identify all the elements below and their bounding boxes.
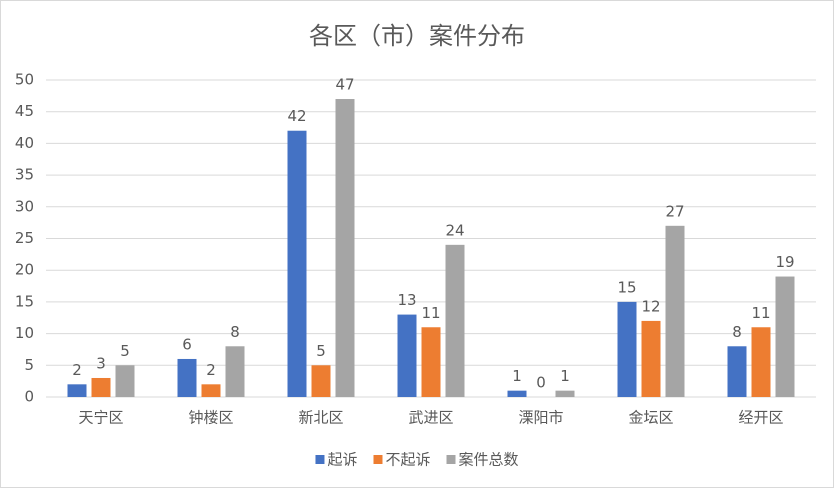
x-tick-label: 溧阳市	[518, 409, 563, 427]
data-label: 42	[287, 107, 306, 125]
data-label: 1	[512, 367, 522, 385]
y-tick-label: 25	[15, 229, 34, 247]
bar	[641, 320, 661, 397]
bar	[201, 384, 221, 397]
data-label: 15	[617, 278, 636, 296]
legend-swatch	[446, 455, 456, 464]
data-label: 0	[536, 374, 546, 392]
legend-swatch	[315, 455, 325, 464]
data-label: 1	[560, 367, 570, 385]
data-label: 2	[72, 361, 82, 379]
y-tick-label: 50	[15, 71, 34, 89]
bar	[397, 314, 417, 397]
x-tick-label: 钟楼区	[188, 409, 233, 427]
data-label: 11	[751, 304, 770, 322]
x-tick-label: 经开区	[738, 409, 783, 427]
bar	[225, 346, 245, 397]
data-label: 47	[335, 76, 354, 94]
data-label: 6	[182, 335, 192, 353]
legend-swatch	[373, 455, 383, 464]
data-label: 12	[641, 297, 660, 315]
data-label: 5	[120, 342, 130, 360]
data-label: 8	[230, 323, 240, 341]
bar	[555, 390, 575, 397]
x-tick-label: 金坛区	[628, 409, 673, 427]
y-tick-label: 20	[15, 261, 34, 279]
legend-label: 不起诉	[385, 451, 430, 469]
legend-label: 起诉	[327, 451, 357, 469]
legend-label: 案件总数	[459, 451, 519, 469]
bar	[287, 130, 307, 397]
bar	[177, 358, 197, 397]
y-tick-label: 15	[15, 292, 34, 310]
y-tick-label: 0	[24, 388, 34, 406]
bar	[665, 225, 685, 397]
data-label: 8	[732, 323, 742, 341]
bar	[91, 377, 111, 397]
x-tick-label: 武进区	[408, 409, 453, 427]
data-label: 2	[206, 361, 216, 379]
bar	[445, 244, 465, 397]
data-label: 19	[775, 253, 794, 271]
y-tick-label: 40	[15, 134, 34, 152]
bar	[727, 346, 747, 397]
y-tick-label: 45	[15, 102, 34, 120]
bar	[421, 327, 441, 397]
data-label: 5	[316, 342, 326, 360]
data-label: 3	[96, 354, 106, 372]
data-label: 24	[445, 221, 464, 239]
y-tick-label: 5	[24, 356, 34, 374]
bar	[507, 390, 527, 397]
bar	[67, 384, 87, 397]
bar	[775, 276, 795, 397]
bar	[751, 327, 771, 397]
data-label: 13	[397, 291, 416, 309]
bar	[115, 365, 135, 397]
legend: 起诉 不起诉 案件总数	[315, 451, 519, 469]
y-tick-label: 10	[15, 324, 34, 342]
bar	[335, 99, 355, 398]
bar	[617, 301, 637, 397]
y-tick-label: 30	[15, 197, 34, 215]
chart-title: 各区（市）案件分布	[309, 22, 525, 50]
x-tick-label: 天宁区	[78, 409, 123, 427]
bar	[311, 365, 331, 397]
x-tick-label: 新北区	[298, 409, 343, 427]
data-label: 27	[665, 202, 684, 220]
y-tick-label: 35	[15, 166, 34, 184]
data-label: 11	[421, 304, 440, 322]
